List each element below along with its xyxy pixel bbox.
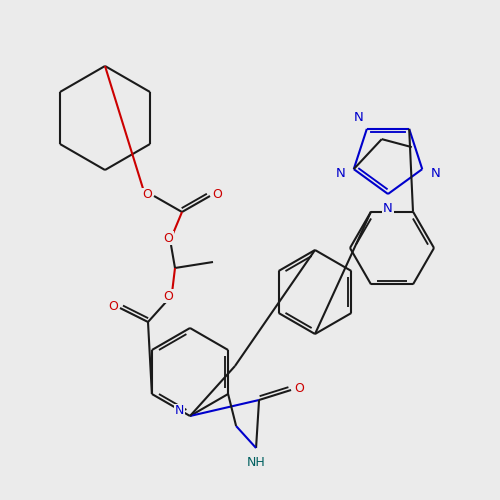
Text: N: N — [174, 404, 184, 417]
Text: O: O — [163, 232, 173, 244]
Text: N: N — [430, 167, 440, 180]
Text: N: N — [336, 167, 345, 180]
Text: O: O — [108, 300, 118, 312]
Text: N: N — [354, 111, 364, 124]
Text: O: O — [212, 188, 222, 200]
Text: NH: NH — [246, 456, 266, 468]
Text: O: O — [163, 290, 173, 302]
Text: N: N — [383, 202, 393, 214]
Text: O: O — [142, 188, 152, 202]
Text: O: O — [294, 382, 304, 394]
